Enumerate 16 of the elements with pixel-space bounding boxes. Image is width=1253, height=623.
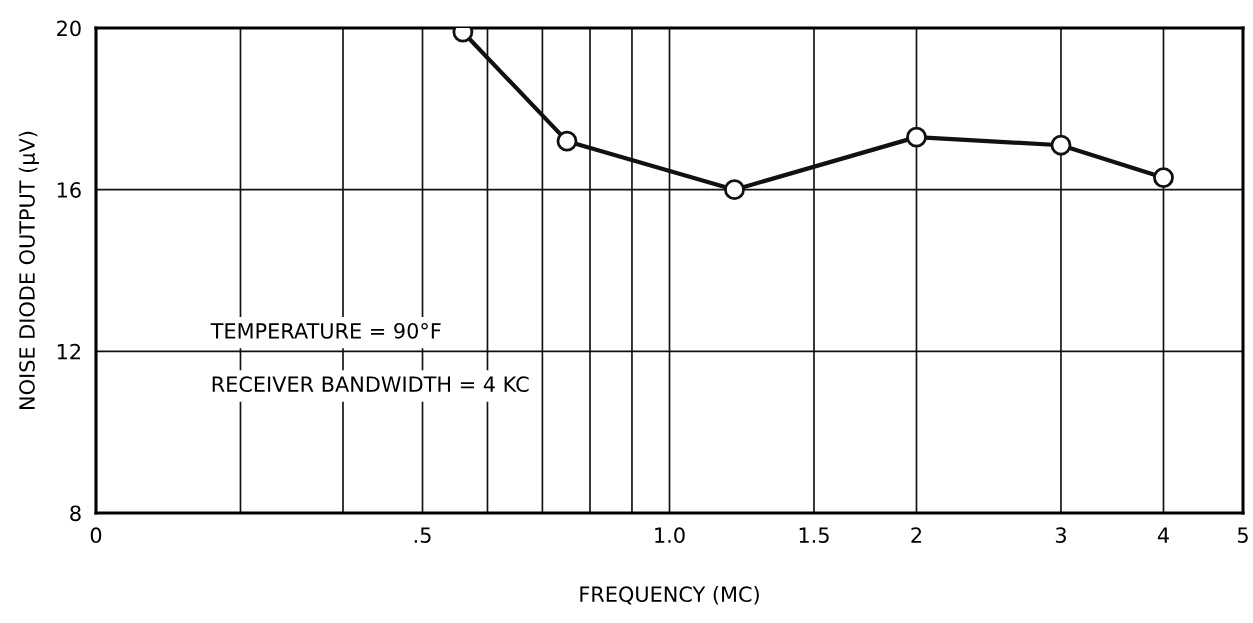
annotation: TEMPERATURE = 90°F [210,322,441,339]
x-axis-title: FREQUENCY (MC) [580,585,759,605]
x-tick-label: 1.0 [655,527,685,544]
x-tick-label: 4 [1157,527,1169,543]
y-tick-label: 20 [57,20,81,37]
x-tick-label: 0 [90,527,102,544]
x-tick-label: 1.5 [799,527,829,544]
x-tick-label: .5 [414,527,431,544]
x-tick-label: 5 [1237,527,1248,544]
x-tick-label: 2 [911,527,922,543]
y-tick-label: 16 [57,182,81,198]
x-tick-label: 3 [1055,527,1066,544]
annotation: RECEIVER BANDWIDTH = 4 KC [212,376,529,393]
y-tick-label: 8 [70,505,81,522]
y-tick-label: 12 [57,343,81,360]
y-axis-title: NOISE DIODE OUTPUT (μV) [18,131,39,409]
